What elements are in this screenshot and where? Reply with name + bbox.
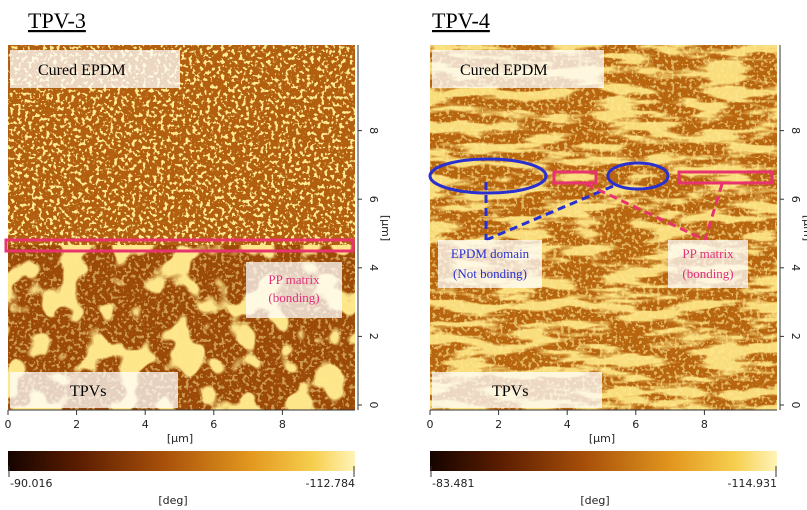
colorbar-max: -112.784 <box>306 477 355 490</box>
x-unit: [μm] <box>167 432 193 445</box>
region-label: Cured EPDM <box>38 62 126 79</box>
colorbar-min: -83.481 <box>432 477 474 490</box>
region-label: TPVs <box>492 383 528 400</box>
y-tick-label: 0 <box>789 402 802 409</box>
panel-title: TPV-4 <box>432 8 490 33</box>
x-tick-label: 6 <box>632 418 639 431</box>
y-tick-label: 4 <box>789 264 802 271</box>
x-tick-label: 2 <box>73 418 80 431</box>
x-tick-label: 0 <box>427 418 434 431</box>
pp-label: PP matrix <box>682 246 734 261</box>
y-tick-label: 8 <box>789 127 802 134</box>
y-tick-label: 0 <box>367 402 380 409</box>
y-tick-label: 4 <box>367 264 380 271</box>
y-tick-label: 2 <box>789 333 802 340</box>
x-tick-label: 4 <box>142 418 149 431</box>
afm-image-tpv4 <box>430 45 777 410</box>
x-tick-label: 4 <box>564 418 571 431</box>
x-tick-label: 2 <box>495 418 502 431</box>
epdm-label: (Not bonding) <box>453 266 527 281</box>
pp-label: (bonding) <box>268 290 319 305</box>
y-tick-label: 2 <box>367 333 380 340</box>
colorbar-unit: [deg] <box>158 494 187 507</box>
region-label: Cured EPDM <box>460 62 548 79</box>
pp-label: (bonding) <box>682 266 733 281</box>
y-unit: [μm] <box>801 215 807 241</box>
region-label: TPVs <box>70 383 106 400</box>
pp-label: PP matrix <box>268 272 320 287</box>
y-unit: [μm] <box>379 215 392 241</box>
epdm-label: EPDM domain <box>451 246 530 261</box>
panel-title: TPV-3 <box>28 8 86 33</box>
colorbar-min: -90.016 <box>10 477 52 490</box>
x-tick-label: 8 <box>279 418 286 431</box>
x-tick-label: 0 <box>5 418 12 431</box>
y-tick-label: 8 <box>367 127 380 134</box>
colorbar <box>8 451 355 471</box>
page: TPV-3 TPV-4 Cured EPDM TPVs PP matrix (b… <box>0 0 807 510</box>
y-tick-label: 6 <box>367 196 380 203</box>
figure: TPV-3 TPV-4 Cured EPDM TPVs PP matrix (b… <box>0 0 807 510</box>
y-tick-label: 6 <box>789 196 802 203</box>
colorbar-unit: [deg] <box>580 494 609 507</box>
afm-image-tpv3 <box>6 45 355 410</box>
x-tick-label: 8 <box>701 418 708 431</box>
colorbar-max: -114.931 <box>728 477 777 490</box>
colorbar <box>430 451 777 471</box>
x-unit: [μm] <box>589 432 615 445</box>
x-tick-label: 6 <box>210 418 217 431</box>
